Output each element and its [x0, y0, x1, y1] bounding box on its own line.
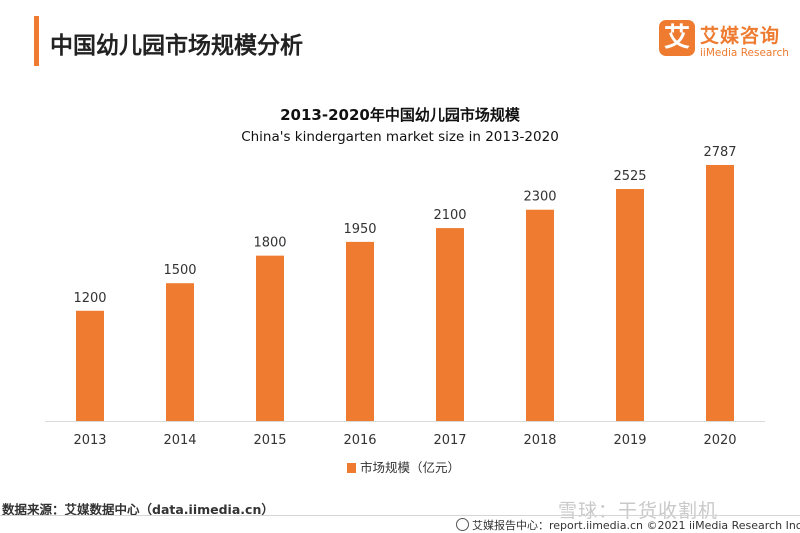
chart-subtitle: China's kindergarten market size in 2013… [241, 129, 559, 145]
data-source-note: 数据来源：艾媒数据中心（data.iimedia.cn） [2, 502, 274, 517]
footer-copyright-text: 艾媒报告中心：report.iimedia.cn ©2021 iiMedia R… [472, 519, 800, 532]
legend-swatch [347, 463, 356, 473]
bar-2015 [256, 255, 284, 421]
x-tick-label-2017: 2017 [433, 433, 466, 448]
footer-copyright: 艾媒报告中心：report.iimedia.cn ©2021 iiMedia R… [456, 517, 800, 533]
bar-2017 [436, 228, 464, 421]
title-accent-bar [34, 16, 39, 66]
data-label-2015: 1800 [253, 236, 286, 251]
logo-mark-icon: 艾 [659, 20, 695, 56]
data-label-2017: 2100 [433, 208, 466, 223]
bar-2016 [346, 241, 374, 421]
x-tick-label-2015: 2015 [253, 433, 286, 448]
iimedia-logo: 艾 艾媒咨询 iiMedia Research [659, 20, 793, 64]
x-tick-label-2016: 2016 [343, 433, 376, 448]
page-title: 中国幼儿园市场规模分析 [50, 33, 303, 59]
bar-2018 [526, 209, 554, 421]
bar-2019 [616, 189, 644, 421]
logo-chinese-name: 艾媒咨询 [700, 25, 781, 47]
x-tick-label-2013: 2013 [73, 433, 106, 448]
x-tick-label-2020: 2020 [703, 433, 736, 448]
logo-english-name: iiMedia Research [700, 47, 789, 59]
legend-label: 市场规模（亿元） [360, 460, 460, 475]
data-label-2016: 1950 [343, 222, 376, 237]
bar-2014 [166, 283, 194, 421]
globe-icon [456, 518, 469, 531]
data-label-2013: 1200 [73, 291, 106, 306]
data-label-2014: 1500 [163, 263, 196, 278]
data-label-2018: 2300 [523, 190, 556, 205]
chart-title: 2013-2020年中国幼儿园市场规模 [280, 106, 520, 124]
data-label-2019: 2525 [613, 169, 646, 184]
footer-divider [0, 515, 800, 516]
watermark-text: 雪球：干货收割机 [558, 500, 719, 522]
x-tick-label-2019: 2019 [613, 433, 646, 448]
bar-2013 [76, 310, 104, 421]
x-tick-label-2014: 2014 [163, 433, 196, 448]
data-label-2020: 2787 [703, 145, 736, 160]
x-tick-label-2018: 2018 [523, 433, 556, 448]
bar-2020 [706, 164, 734, 422]
